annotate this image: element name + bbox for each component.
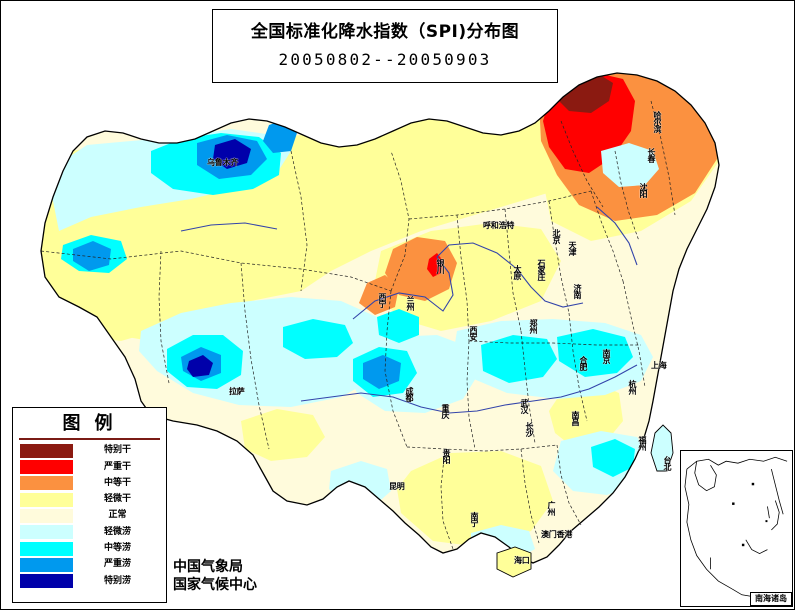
legend-item-label: 轻微涝 bbox=[103, 526, 131, 537]
legend-item-label: 轻微干 bbox=[103, 494, 131, 505]
city-label: 长春 bbox=[647, 148, 656, 162]
legend-color-swatch bbox=[20, 508, 73, 523]
spi-zone-moderate-wet-hubei bbox=[481, 335, 557, 383]
agency-credit: 中国气象局 国家气候中心 bbox=[173, 559, 257, 594]
legend-item: 特别涝 bbox=[13, 573, 166, 589]
city-label: 贵阳 bbox=[442, 449, 451, 463]
city-label: 广州 bbox=[547, 501, 556, 515]
legend-color-swatch bbox=[20, 460, 73, 475]
spi-zone-mild-dry-tibet bbox=[241, 409, 325, 461]
city-label: 台北 bbox=[663, 456, 672, 470]
city-label: 南宁 bbox=[470, 512, 479, 526]
rivers bbox=[180, 206, 638, 414]
city-label: 上海 bbox=[651, 361, 667, 370]
credit-line-1: 中国气象局 bbox=[173, 559, 243, 575]
spi-zone-moderate-wet-tibet2 bbox=[283, 319, 353, 359]
legend-item: 中等涝 bbox=[13, 540, 166, 556]
legend-box: 图例 特别干严重干中等干轻微干正常轻微涝中等涝严重涝特别涝 bbox=[12, 407, 167, 603]
legend-item-label: 中等干 bbox=[103, 477, 131, 488]
legend-color-swatch bbox=[20, 541, 73, 556]
city-label: 石家庄 bbox=[537, 259, 546, 280]
legend-item-label: 正常 bbox=[108, 510, 127, 521]
legend-item-list: 特别干严重干中等干轻微干正常轻微涝中等涝严重涝特别涝 bbox=[13, 443, 166, 590]
city-label: 澳门香港 bbox=[541, 530, 573, 539]
spi-color-fill-layer bbox=[40, 72, 720, 578]
city-label: 拉萨 bbox=[229, 387, 245, 396]
city-label: 哈尔滨 bbox=[653, 111, 662, 132]
city-label: 太原 bbox=[513, 265, 522, 279]
map-title-period: 20050802--20050903 bbox=[278, 50, 492, 70]
legend-color-swatch bbox=[20, 492, 73, 507]
spi-zone-moderate-wet-fujian bbox=[591, 439, 635, 477]
legend-header: 图例 bbox=[62, 413, 127, 434]
city-label: 南京 bbox=[602, 349, 611, 363]
legend-item: 严重涝 bbox=[13, 557, 166, 573]
city-label: 天津 bbox=[568, 241, 577, 255]
spi-zone-severe-wet-sichuan bbox=[363, 355, 401, 389]
legend-item-label: 特别涝 bbox=[103, 575, 131, 586]
legend-divider bbox=[19, 437, 160, 440]
map-title-main: 全国标准化降水指数（SPI)分布图 bbox=[250, 21, 520, 42]
inset-map-svg bbox=[684, 456, 788, 598]
inset-label: 南海诸岛 bbox=[750, 592, 792, 606]
city-label: 海口 bbox=[514, 556, 530, 565]
spi-zone-extreme-wet-urumqi bbox=[213, 139, 251, 169]
city-label: 沈阳 bbox=[639, 183, 648, 197]
credit-line-2: 国家气候中心 bbox=[173, 576, 257, 593]
province-boundaries bbox=[40, 100, 676, 550]
spi-zone-mild-wet-ne-liaoning bbox=[601, 143, 659, 187]
spi-zone-severe-wet-north-xj bbox=[73, 241, 111, 271]
spi-zone-moderate-dry-gansu bbox=[359, 275, 399, 315]
city-label: 呼和浩特 bbox=[483, 221, 515, 230]
hainan-island bbox=[496, 546, 532, 578]
legend-color-swatch bbox=[20, 574, 73, 589]
city-label: 南昌 bbox=[571, 411, 580, 425]
city-label: 福州 bbox=[638, 436, 647, 450]
spi-zone-mild-dry-tarim bbox=[133, 237, 201, 293]
city-label: 成都 bbox=[405, 387, 414, 401]
city-label: 北京 bbox=[552, 229, 561, 243]
legend-item: 中等干 bbox=[13, 475, 166, 491]
legend-item: 轻微干 bbox=[13, 491, 166, 507]
legend-item-label: 严重干 bbox=[103, 461, 131, 472]
map-title-box: 全国标准化降水指数（SPI)分布图 20050802--20050903 bbox=[212, 9, 558, 83]
legend-color-swatch bbox=[20, 443, 73, 458]
legend-item: 严重干 bbox=[13, 459, 166, 475]
city-label: 重庆 bbox=[441, 404, 450, 418]
city-label: 兰州 bbox=[406, 296, 415, 310]
south-china-sea-inset: 南海诸岛 bbox=[680, 450, 793, 607]
inset-island-dots bbox=[732, 482, 768, 547]
legend-item-label: 特别干 bbox=[103, 445, 131, 456]
city-label: 昆明 bbox=[389, 482, 405, 491]
city-label: 武汉 bbox=[520, 399, 529, 413]
legend-color-swatch bbox=[20, 476, 73, 491]
legend-item-label: 中等涝 bbox=[103, 543, 131, 554]
city-label: 长沙 bbox=[525, 422, 534, 436]
city-label: 乌鲁木齐 bbox=[207, 158, 239, 167]
spi-zone-moderate-wet-anhui bbox=[557, 329, 633, 377]
legend-item-label: 严重涝 bbox=[103, 559, 131, 570]
city-label: 杭州 bbox=[628, 380, 637, 394]
city-label: 银川 bbox=[436, 259, 445, 273]
spi-zone-moderate-wet-qinghai bbox=[377, 309, 419, 343]
city-label: 西安 bbox=[469, 326, 478, 340]
taiwan-island bbox=[650, 424, 674, 472]
legend-color-swatch bbox=[20, 557, 73, 572]
spi-zone-mild-dry-south bbox=[397, 451, 553, 547]
city-label: 郑州 bbox=[529, 319, 538, 333]
national-boundary bbox=[40, 72, 720, 564]
city-label: 济南 bbox=[573, 284, 582, 298]
spi-zone-extreme-wet-tibet bbox=[187, 355, 213, 377]
legend-color-swatch bbox=[20, 525, 73, 540]
city-label: 西宁 bbox=[378, 293, 387, 307]
legend-item: 特别干 bbox=[13, 443, 166, 459]
spi-zone-moderate-dry-nw2 bbox=[385, 237, 457, 301]
legend-item: 正常 bbox=[13, 508, 166, 524]
city-label: 合肥 bbox=[579, 356, 588, 370]
legend-item: 轻微涝 bbox=[13, 524, 166, 540]
